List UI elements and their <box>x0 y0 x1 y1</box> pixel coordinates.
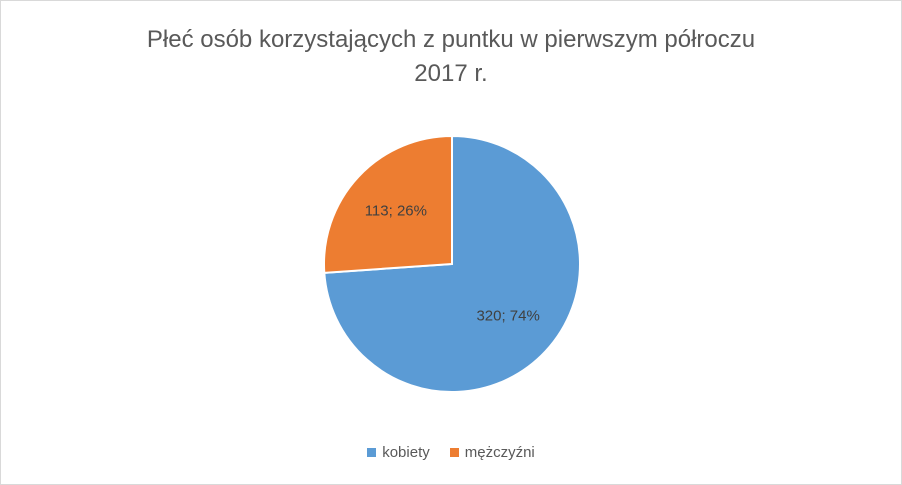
legend: kobiety mężczyźni <box>1 444 901 461</box>
legend-swatch <box>367 448 377 457</box>
legend-swatch <box>449 448 459 457</box>
chart-title: Płeć osób korzystających z puntku w pier… <box>146 26 756 87</box>
pie-slice <box>323 134 453 274</box>
data-label: 113; 26% <box>365 203 427 220</box>
legend-label: mężczyźni <box>464 444 535 461</box>
data-label: 320; 74% <box>476 307 539 324</box>
legend-item: kobiety <box>367 444 430 461</box>
legend-label: kobiety <box>382 444 430 461</box>
legend-item: mężczyźni <box>449 444 535 461</box>
